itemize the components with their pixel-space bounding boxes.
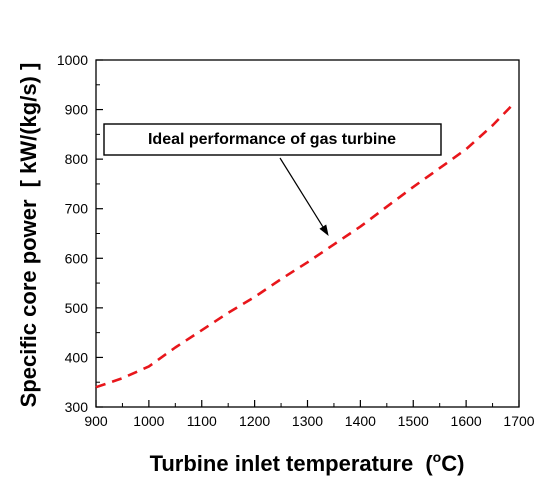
x-tick-label: 1700 <box>503 413 534 429</box>
series-line-0 <box>95 102 515 389</box>
x-axis-label-main: Turbine inlet temperature <box>150 451 414 476</box>
y-tick-label: 900 <box>65 102 89 118</box>
annotation-arrow-line <box>279 157 324 227</box>
x-tick-label: 1600 <box>451 413 482 429</box>
y-tick-label: 600 <box>65 250 89 266</box>
annotation-text: Ideal performance of gas turbine <box>148 131 396 148</box>
plot-frame <box>95 59 520 408</box>
x-axis-label-unit-superscript: o <box>433 449 442 465</box>
x-tick-label: 1100 <box>187 413 217 429</box>
y-tick-label: 1000 <box>57 52 88 68</box>
y-axis-label-unit: [ kW/(kg/s) ] <box>16 63 41 188</box>
x-tick-label: 1000 <box>133 413 164 429</box>
x-tick-label: 1400 <box>345 413 376 429</box>
y-axis-label: Specific core power [ kW/(kg/s) ] <box>16 63 41 408</box>
x-tick-label: 1300 <box>292 413 323 429</box>
y-axis-label-main: Specific core power <box>16 199 41 407</box>
annotation-arrow-head <box>319 224 329 236</box>
y-axis-label-group: Specific core power [ kW/(kg/s) ] <box>16 63 41 408</box>
x-axis-label-unit-prefix: ( <box>425 451 433 476</box>
annotation-box <box>103 123 442 156</box>
y-tick-label: 700 <box>65 201 89 217</box>
series-layer <box>95 102 515 389</box>
x-tick-label: 1500 <box>398 413 429 429</box>
x-axis-label: Turbine inlet temperature (oC) <box>150 449 465 476</box>
x-tick-label: 1200 <box>239 413 270 429</box>
y-tick-label: 800 <box>65 151 89 167</box>
ticks-layer: 900 1000 1100 1200 1300 1400 1500 1600 1700 300 40… <box>57 52 535 429</box>
x-axis-label-unit-suffix: C) <box>441 451 464 476</box>
y-tick-label: 500 <box>65 300 89 316</box>
y-tick-label: 300 <box>65 399 89 415</box>
y-tick-label: 400 <box>65 349 89 365</box>
x-tick-label: 900 <box>84 413 108 429</box>
annotation: Ideal performance of gas turbine <box>103 123 442 236</box>
